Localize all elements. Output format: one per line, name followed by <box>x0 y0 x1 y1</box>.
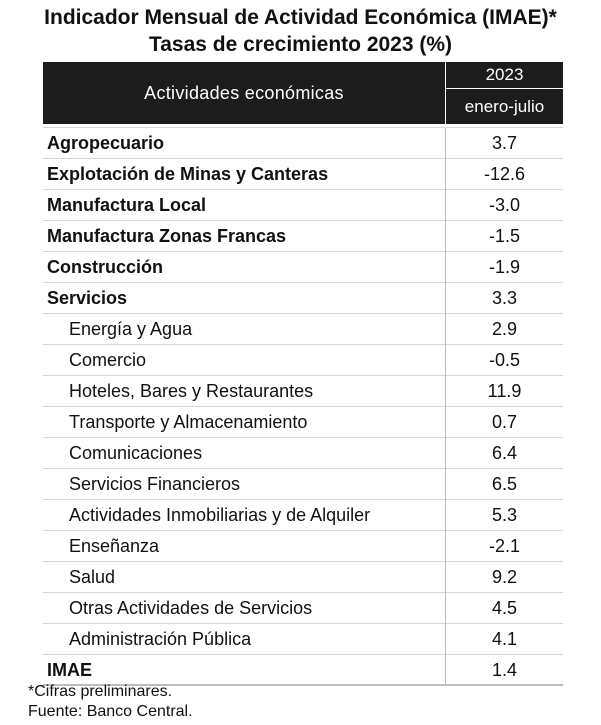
row-label: Comercio <box>69 350 147 370</box>
row-label: Explotación de Minas y Canteras <box>47 164 329 184</box>
row-value: 4.5 <box>445 593 563 624</box>
table-row: Comunicaciones 6.4 <box>43 438 563 469</box>
table-row: Administración Pública 4.1 <box>43 624 563 655</box>
row-value: 2.9 <box>445 314 563 345</box>
footnote-preliminary: *Cifras preliminares. <box>28 683 173 700</box>
table-row: Actividades Inmobiliarias y de Alquiler 5… <box>43 500 563 531</box>
row-value: 6.5 <box>445 469 563 500</box>
table-row: Otras Actividades de Servicios 4.5 <box>43 593 563 624</box>
row-label: Servicios Financieros <box>69 474 241 494</box>
table-row: Servicios Financieros 6.5 <box>43 469 563 500</box>
imae-table: Actividades económicas 2023 enero-julio … <box>43 62 563 686</box>
row-value: -0.5 <box>445 345 563 376</box>
table-row: Hoteles, Bares y Restaurantes 11.9 <box>43 376 563 407</box>
table-row: Manufactura Local -3.0 <box>43 190 563 221</box>
table-row: Energía y Agua 2.9 <box>43 314 563 345</box>
row-label: Comunicaciones <box>69 443 203 463</box>
row-label: Manufactura Local <box>47 195 207 215</box>
header-activities: Actividades económicas <box>144 82 344 103</box>
row-label: Hoteles, Bares y Restaurantes <box>69 381 314 401</box>
row-label: Otras Actividades de Servicios <box>69 598 313 618</box>
table-row: Transporte y Almacenamiento 0.7 <box>43 407 563 438</box>
table-row: Comercio -0.5 <box>43 345 563 376</box>
row-value: 0.7 <box>445 407 563 438</box>
row-label: Enseñanza <box>69 536 160 556</box>
row-value: 9.2 <box>445 562 563 593</box>
row-label: Energía y Agua <box>69 319 193 339</box>
row-value: 3.3 <box>445 283 563 314</box>
row-label: Servicios <box>47 288 128 308</box>
row-label: Agropecuario <box>47 133 165 153</box>
row-label: Salud <box>69 567 116 587</box>
row-value: 1.4 <box>445 655 563 686</box>
row-value: -2.1 <box>445 531 563 562</box>
table-title: Indicador Mensual de Actividad Económica… <box>44 6 557 29</box>
row-label: Construcción <box>47 257 164 277</box>
header-year: 2023 <box>445 62 563 89</box>
row-label: Transporte y Almacenamiento <box>69 412 308 432</box>
table-row: Salud 9.2 <box>43 562 563 593</box>
row-value: 11.9 <box>445 376 563 407</box>
table-row: IMAE 1.4 <box>43 655 563 686</box>
row-value: 3.7 <box>445 128 563 159</box>
table-row: Explotación de Minas y Canteras -12.6 <box>43 159 563 190</box>
row-value: 6.4 <box>445 438 563 469</box>
table-row: Agropecuario 3.7 <box>43 128 563 159</box>
table-row: Enseñanza -2.1 <box>43 531 563 562</box>
table-row: Construcción -1.9 <box>43 252 563 283</box>
table-row: Manufactura Zonas Francas -1.5 <box>43 221 563 252</box>
row-label: Actividades Inmobiliarias y de Alquiler <box>69 505 371 525</box>
table-header: Actividades económicas 2023 enero-julio <box>43 62 563 124</box>
footnote-source: Fuente: Banco Central. <box>28 703 193 720</box>
row-value: -3.0 <box>445 190 563 221</box>
row-value: -1.5 <box>445 221 563 252</box>
header-period: enero-julio <box>445 89 563 124</box>
row-value: -12.6 <box>445 159 563 190</box>
row-value: 5.3 <box>445 500 563 531</box>
table-body: Agropecuario 3.7 Explotación de Minas y Ca… <box>43 127 563 686</box>
row-value: -1.9 <box>445 252 563 283</box>
table-row: Servicios 3.3 <box>43 283 563 314</box>
row-value: 4.1 <box>445 624 563 655</box>
row-label: Manufactura Zonas Francas <box>47 226 287 246</box>
row-label: IMAE <box>47 660 92 680</box>
row-label: Administración Pública <box>69 629 252 649</box>
table-subtitle: Tasas de crecimiento 2023 (%) <box>148 33 453 56</box>
